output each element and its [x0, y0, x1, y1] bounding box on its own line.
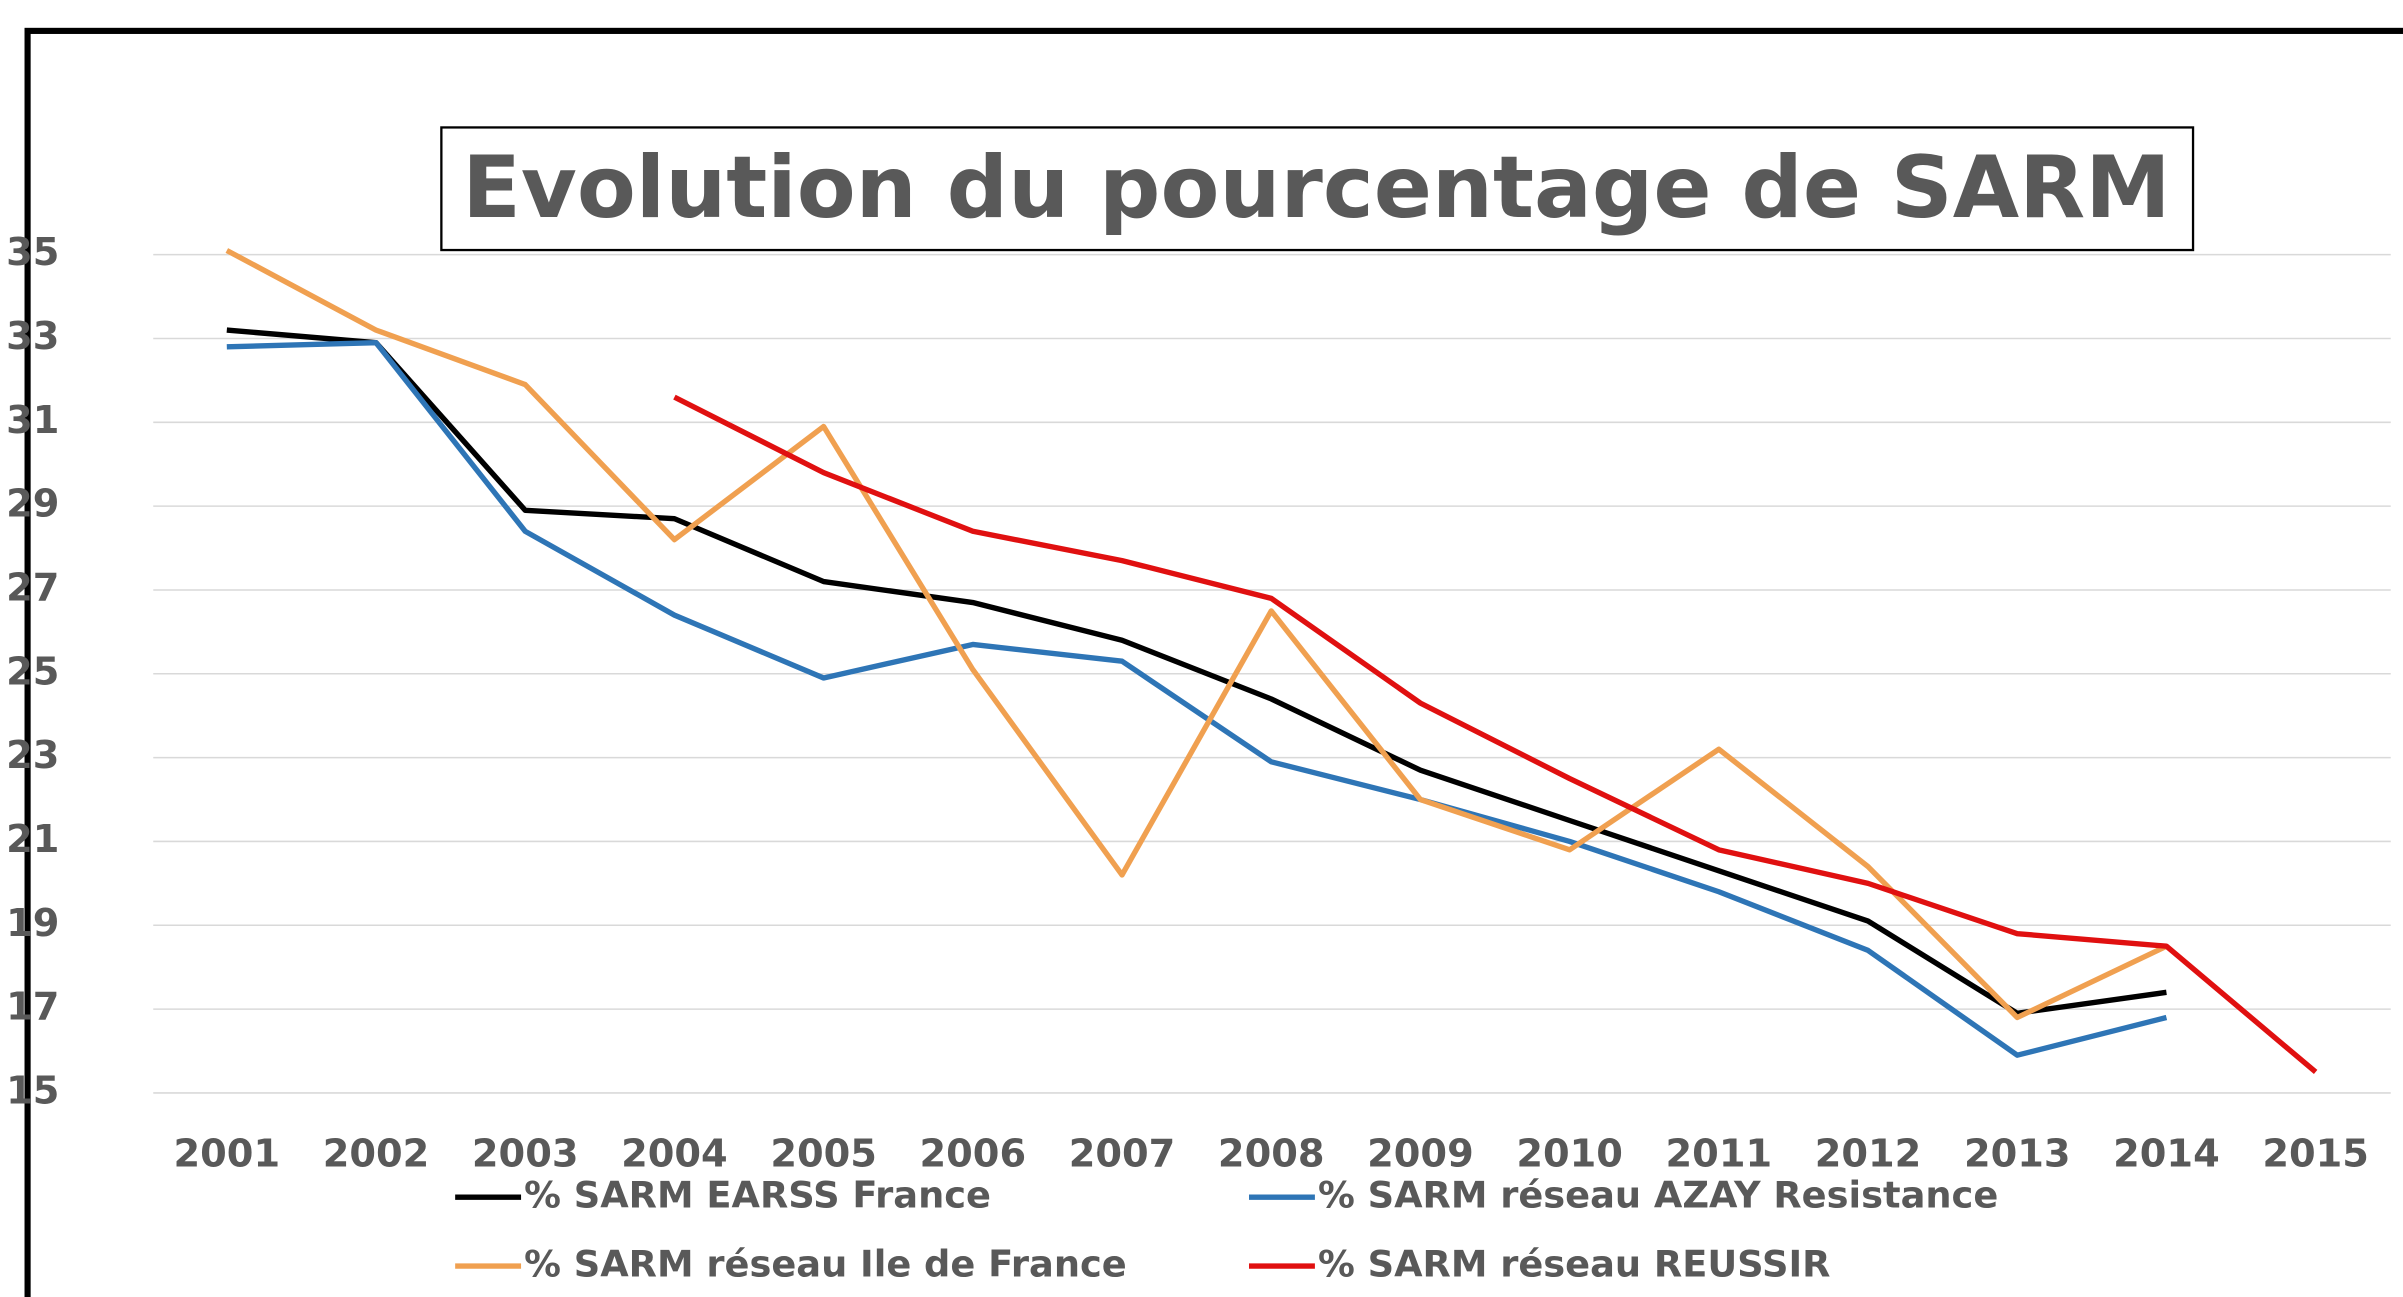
y-tick-label: 29 — [6, 482, 59, 527]
series-line — [225, 248, 2168, 1021]
y-tick-label: 33 — [6, 314, 59, 359]
x-tick-label: 2004 — [621, 1131, 728, 1176]
title-box — [440, 126, 2195, 252]
x-tick-label: 2012 — [1815, 1131, 1922, 1176]
x-tick-label: 2008 — [1218, 1131, 1325, 1176]
legend-label: % SARM EARSS France — [524, 1174, 991, 1217]
legend-label: % SARM réseau AZAY Resistance — [1318, 1174, 1998, 1217]
y-tick-label: 19 — [6, 901, 59, 946]
x-tick-label: 2002 — [323, 1131, 430, 1176]
frame — [24, 27, 2403, 1297]
series-line — [226, 339, 2168, 1058]
y-tick-label: 23 — [6, 733, 59, 778]
series-line — [673, 394, 2318, 1075]
y-tick-label: 17 — [6, 985, 59, 1030]
legend-label: % SARM réseau REUSSIR — [1318, 1243, 1831, 1286]
x-tick-label: 2009 — [1367, 1131, 1474, 1176]
x-tick-label: 2007 — [1069, 1131, 1176, 1176]
x-tick-label: 2013 — [1964, 1131, 2071, 1176]
x-tick-label: 2005 — [770, 1131, 877, 1176]
y-tick-label: 25 — [6, 649, 59, 694]
x-tick-label: 2010 — [1516, 1131, 1623, 1176]
y-tick-label: 21 — [6, 817, 59, 862]
y-tick-label: 35 — [6, 230, 59, 275]
y-tick-label: 27 — [6, 565, 59, 610]
y-tick-label: 15 — [6, 1068, 59, 1113]
x-tick-label: 2011 — [1666, 1131, 1773, 1176]
x-tick-label: 2014 — [2113, 1131, 2220, 1176]
y-tick-label: 31 — [6, 398, 59, 443]
x-tick-label: 2006 — [920, 1131, 1027, 1176]
x-tick-label: 2015 — [2262, 1131, 2369, 1176]
x-tick-label: 2003 — [472, 1131, 579, 1176]
legend-label: % SARM réseau Ile de France — [524, 1243, 1127, 1286]
series-line — [226, 327, 2167, 1016]
x-tick-label: 2001 — [174, 1131, 281, 1176]
chart-title: Evolution du pourcentage de SARM — [462, 138, 2170, 238]
